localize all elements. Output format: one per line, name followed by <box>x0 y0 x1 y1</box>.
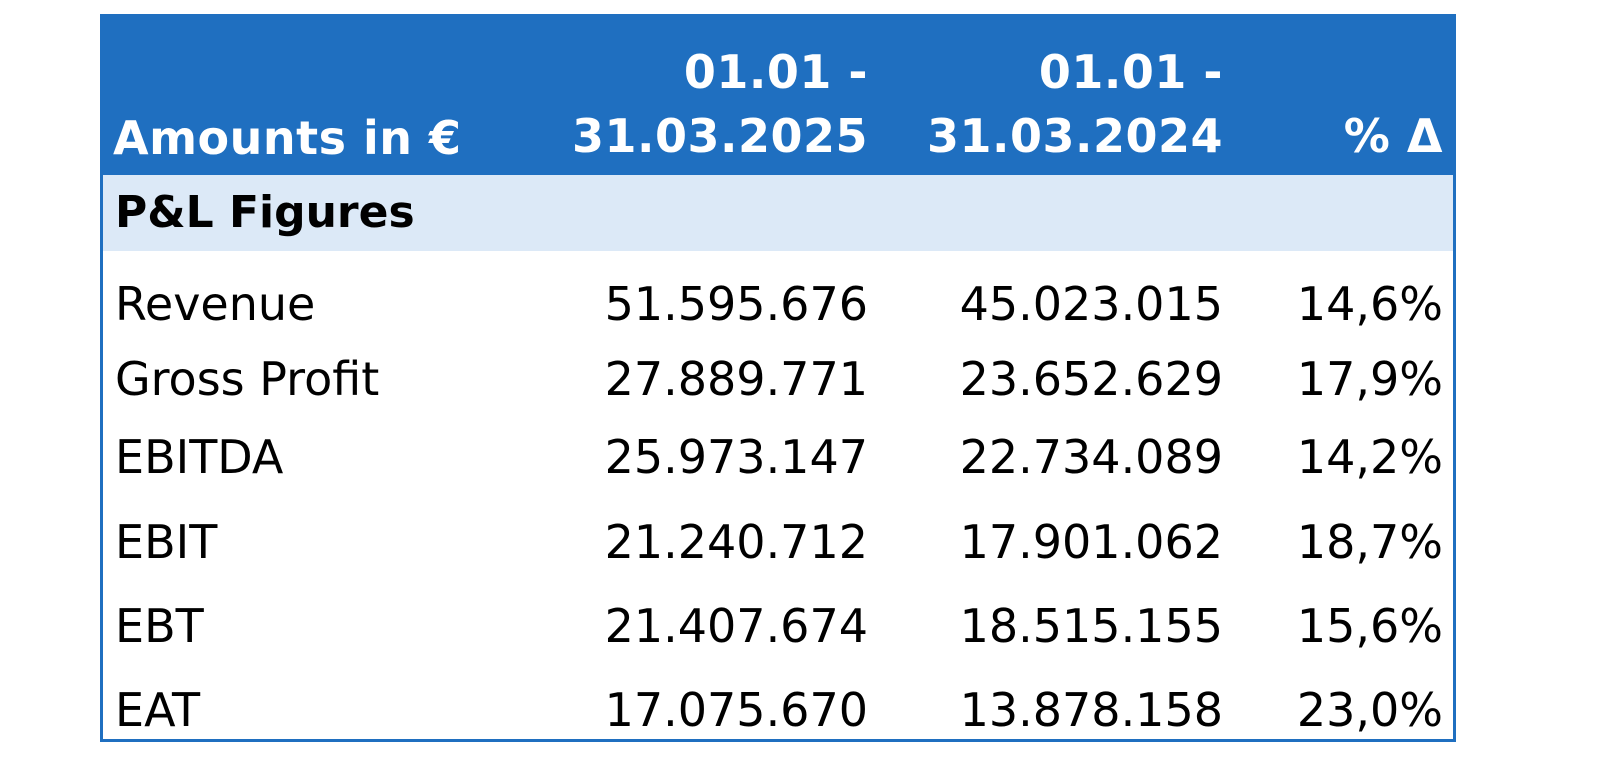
table-row: EBITDA 25.973.147 22.734.089 14,2% <box>103 420 1453 494</box>
value-2025: 21.407.674 <box>604 599 868 653</box>
row-label: EBITDA <box>115 430 284 484</box>
percent-change: 23,0% <box>1296 683 1443 737</box>
value-2024: 18.515.155 <box>959 599 1223 653</box>
value-2025: 27.889.771 <box>604 352 868 406</box>
header-period-2024-end: 31.03.2024 <box>926 109 1223 163</box>
section-band <box>103 175 1453 251</box>
row-label: EBT <box>115 599 204 653</box>
percent-change: 14,6% <box>1296 277 1443 331</box>
percent-change: 17,9% <box>1296 352 1443 406</box>
value-2024: 45.023.015 <box>959 277 1223 331</box>
percent-change: 15,6% <box>1296 599 1443 653</box>
value-2025: 51.595.676 <box>604 277 868 331</box>
value-2024: 17.901.062 <box>959 515 1223 569</box>
value-2025: 17.075.670 <box>604 683 868 737</box>
table-row: EBT 21.407.674 18.515.155 15,6% <box>103 589 1453 663</box>
row-label: Gross Profit <box>115 352 380 406</box>
row-label: EAT <box>115 683 201 737</box>
percent-change: 14,2% <box>1296 430 1443 484</box>
value-2024: 23.652.629 <box>959 352 1223 406</box>
value-2024: 22.734.089 <box>959 430 1223 484</box>
header-percent-change: % Δ <box>1343 109 1443 163</box>
pl-figures-table: Amounts in € 01.01 - 31.03.2025 01.01 - … <box>100 14 1456 742</box>
header-period-2024-start: 01.01 - <box>1038 45 1223 99</box>
value-2025: 25.973.147 <box>604 430 868 484</box>
section-title: P&L Figures <box>115 187 415 238</box>
header-period-2025-start: 01.01 - <box>683 45 868 99</box>
value-2025: 21.240.712 <box>604 515 868 569</box>
table-row: EBIT 21.240.712 17.901.062 18,7% <box>103 505 1453 579</box>
row-label: EBIT <box>115 515 218 569</box>
row-label: Revenue <box>115 277 316 331</box>
header-period-2025-end: 31.03.2025 <box>571 109 868 163</box>
table-row: EAT 17.075.670 13.878.158 23,0% <box>103 673 1453 739</box>
table-header: Amounts in € 01.01 - 31.03.2025 01.01 - … <box>103 17 1453 175</box>
percent-change: 18,7% <box>1296 515 1443 569</box>
value-2024: 13.878.158 <box>959 683 1223 737</box>
table-row: Revenue 51.595.676 45.023.015 14,6% <box>103 267 1453 341</box>
header-amounts-label: Amounts in € <box>113 111 462 165</box>
table-row: Gross Profit 27.889.771 23.652.629 17,9% <box>103 342 1453 416</box>
